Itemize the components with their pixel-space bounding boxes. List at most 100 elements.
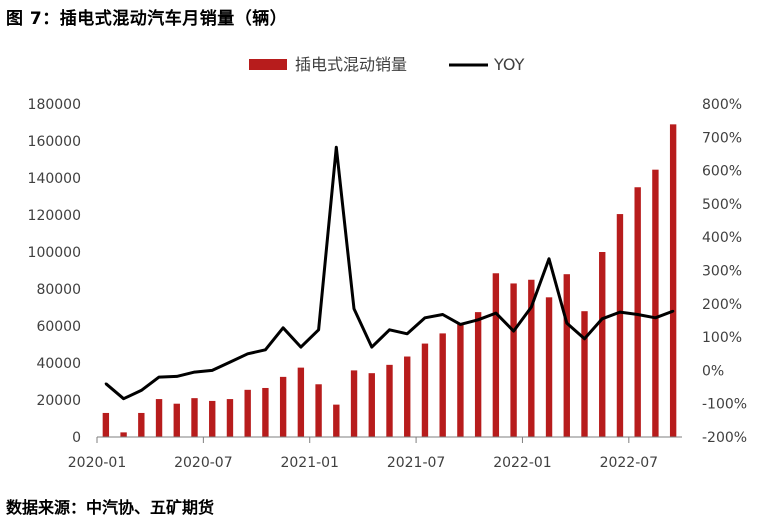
bar [492,273,500,437]
yoy-point [246,352,249,355]
bar [120,432,127,437]
y-right-tick-label: 700% [702,130,742,146]
bar [421,343,429,437]
legend: 插电式混动销量 YOY [249,55,525,74]
bar [545,297,553,437]
y-right-tick-label: 100% [702,330,742,346]
y-left-tick-label: 40000 [36,356,81,372]
bar [191,398,198,437]
y-right-tick-label: 400% [702,230,742,246]
source-note: 数据来源：中汽协、五矿期货 [6,498,215,517]
bar [209,400,216,437]
yoy-point [211,369,214,372]
y-left-tick-label: 80000 [36,282,81,298]
y-left-tick-label: 20000 [36,393,81,409]
yoy-point [104,382,108,385]
y-left-tick-label: 180000 [28,97,81,113]
bar [510,283,517,437]
x-tick-label: 2020-07 [174,455,233,471]
y-right-tick-label: 800% [702,97,742,113]
bar [262,387,269,437]
bar [173,403,180,437]
y-left-tick-label: 120000 [28,208,81,224]
yoy-point [175,375,178,378]
yoy-point [140,389,143,392]
yoy-point [476,318,480,321]
y-right-tick-label: 0% [702,363,724,379]
y-left-tick-label: 100000 [28,245,81,261]
yoy-point [636,313,639,316]
yoy-point [601,317,604,320]
bar [297,367,305,437]
bar [404,356,411,437]
x-tick-label: 2021-07 [387,455,446,471]
yoy-point [299,345,303,349]
bar [581,311,588,437]
yoy-point [441,313,444,316]
x-tick-label: 2020-01 [68,455,127,471]
x-tick-label: 2022-07 [600,455,659,471]
y-right-tick-label: -200% [702,430,747,446]
yoy-point [281,326,285,329]
legend-label-line: YOY [493,55,525,74]
bar [599,252,606,437]
yoy-point [264,348,267,351]
bar-series [102,124,677,438]
x-axis: 2020-01 2020-07 2021-01 2021-07 2022-01 2022-… [68,436,682,471]
y-right-tick-label: 300% [702,264,742,280]
y-left-tick-label: 160000 [28,134,81,150]
yoy-point [512,329,515,333]
yoy-point [618,310,622,314]
bar [102,412,110,437]
bar [563,274,570,437]
yoy-point [406,332,409,335]
yoy-point [459,323,462,326]
bar [333,404,340,437]
y-right-tick-label: 200% [702,297,742,313]
bar [155,399,163,437]
legend-label-bar: 插电式混动销量 [295,55,407,74]
bar [279,376,287,437]
bar [528,279,535,437]
yoy-point [228,360,232,364]
bar [368,373,375,437]
bar [669,124,677,437]
yoy-line [104,145,674,401]
bar [652,169,659,438]
y-right-tick-label: -100% [702,397,747,413]
yoy-point [122,397,125,400]
bar [315,384,322,437]
bar [474,312,482,437]
bar [350,370,358,437]
x-tick-label: 2021-01 [280,455,339,471]
yoy-point [157,375,161,379]
bar [457,323,464,437]
y-axis-right: -200% -100% 0% 100% 200% 300% 400% 500% 600% 700%… [702,97,747,446]
yoy-point [583,337,586,340]
bar [634,187,641,437]
y-right-tick-label: 500% [702,197,742,213]
figure-title: 图 7：插电式混动汽车月销量（辆） [6,9,288,29]
yoy-point [671,309,675,313]
yoy-point [423,316,427,319]
bar [226,399,234,437]
yoy-point [335,146,338,149]
bar [386,364,393,437]
bar [439,333,446,437]
yoy-point [370,345,373,349]
yoy-point [547,257,551,261]
yoy-point [530,305,533,309]
bar [244,389,251,437]
yoy-series [104,145,675,401]
y-left-tick-label: 140000 [28,171,81,187]
yoy-point [565,321,568,325]
yoy-point [494,311,498,315]
yoy-point [317,328,320,331]
yoy-point [193,370,196,374]
yoy-point [352,307,356,310]
yoy-point [388,328,391,331]
x-tick-label: 2022-01 [493,455,552,471]
y-axis-left: 0 20000 40000 60000 80000 100000 120000 140000 1… [28,97,81,446]
bar [616,214,624,437]
